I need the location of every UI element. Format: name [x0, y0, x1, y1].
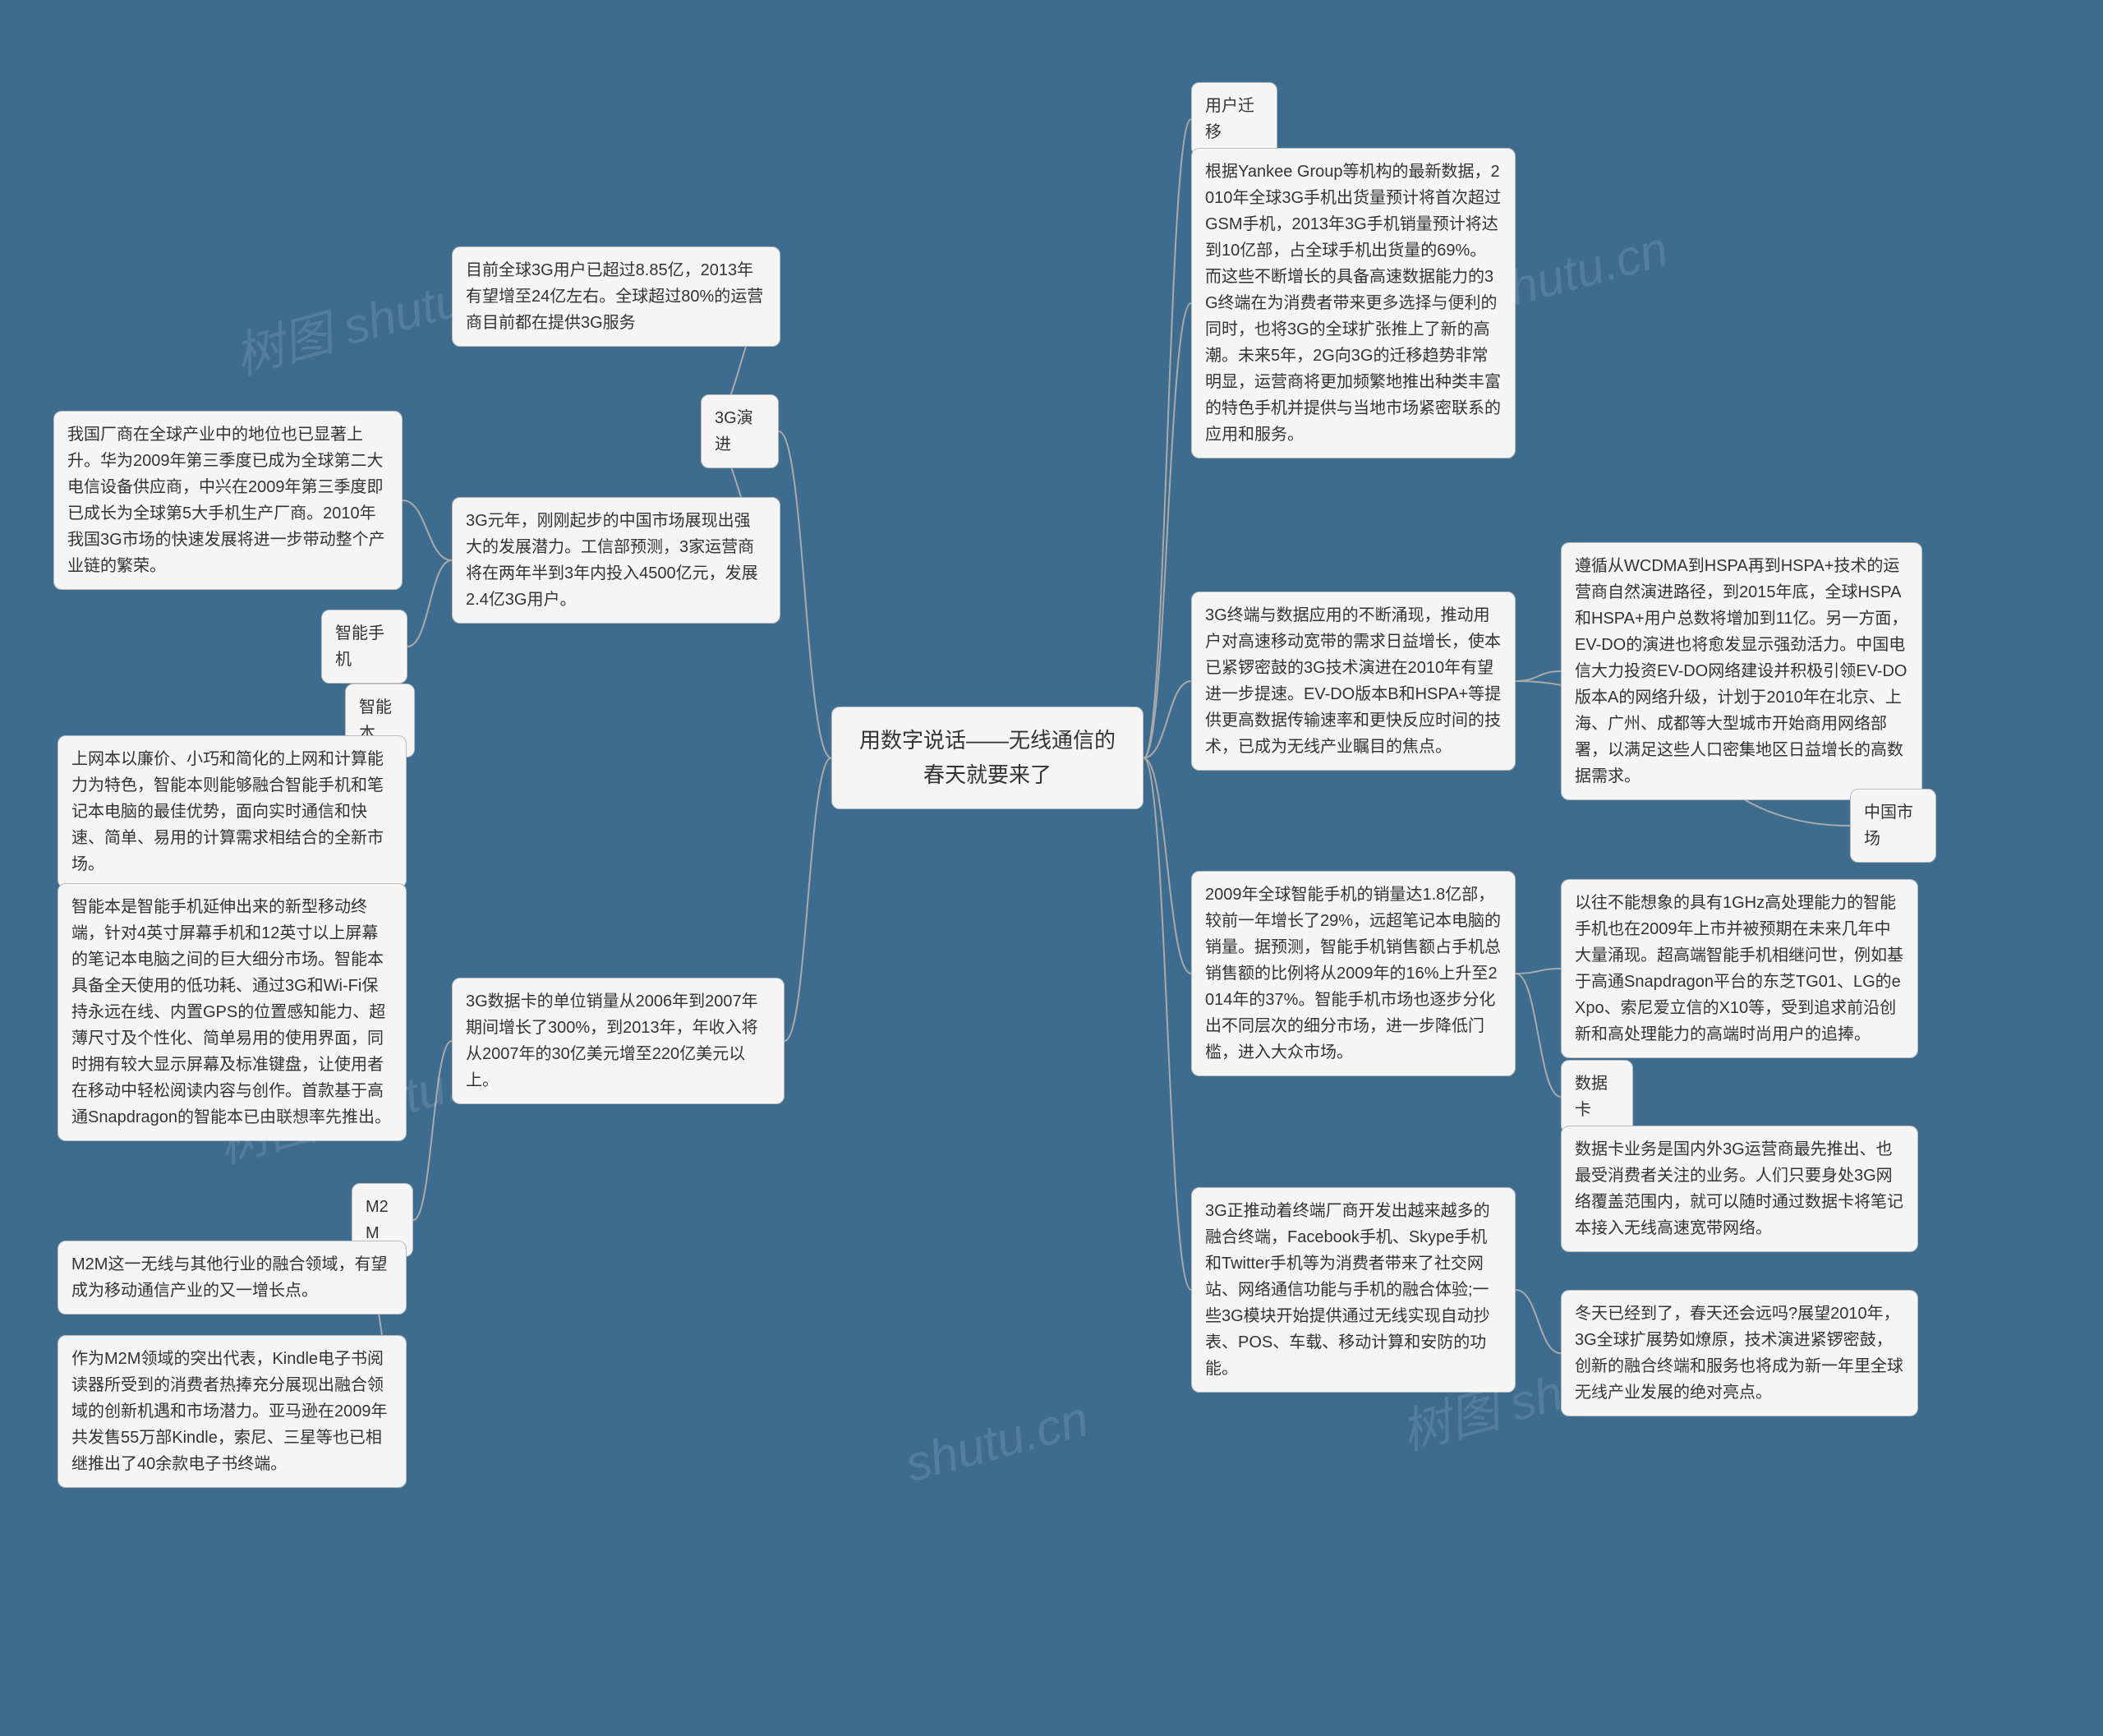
mindmap-node: 冬天已经到了，春天还会远吗?展望2010年，3G全球扩展势如燎原，技术演进紧锣密…: [1561, 1290, 1918, 1416]
edge: [1144, 758, 1191, 974]
edge: [1144, 119, 1191, 758]
edge: [1516, 974, 1561, 1097]
mindmap-node: 2009年全球智能手机的销量达1.8亿部，较前一年增长了29%，远超笔记本电脑的…: [1191, 871, 1516, 1076]
mindmap-node: 3G终端与数据应用的不断涌现，推动用户对高速移动宽带的需求日益增长，使本已紧锣密…: [1191, 592, 1516, 771]
mindmap-node: 用户迁移: [1191, 82, 1277, 156]
edge: [785, 758, 831, 1042]
edge: [413, 1041, 452, 1220]
mindmap-node: 遵循从WCDMA到HSPA再到HSPA+技术的运营商自然演进路径，到2015年底…: [1561, 542, 1922, 800]
edge: [407, 560, 452, 647]
edge: [1516, 969, 1561, 974]
edge: [1144, 303, 1191, 758]
mindmap-node: 根据Yankee Group等机构的最新数据，2010年全球3G手机出货量预计将…: [1191, 148, 1516, 458]
mindmap-node: 智能本是智能手机延伸出来的新型移动终端，针对4英寸屏幕手机和12英寸以上屏幕的笔…: [58, 883, 407, 1141]
edge: [403, 500, 452, 560]
watermark: shutu.cn: [900, 1390, 1094, 1493]
center-node: 用数字说话——无线通信的春天就要来了: [831, 707, 1144, 809]
mindmap-node: 以往不能想象的具有1GHz高处理能力的智能手机也在2009年上市并被预期在未来几…: [1561, 879, 1918, 1058]
mindmap-node: 上网本以廉价、小巧和简化的上网和计算能力为特色，智能本则能够融合智能手机和笔记本…: [58, 735, 407, 888]
edge: [779, 431, 831, 758]
mindmap-node: 目前全球3G用户已超过8.85亿，2013年有望增至24亿左右。全球超过80%的…: [452, 246, 780, 347]
edge: [1144, 758, 1191, 1291]
edge: [1516, 1290, 1561, 1353]
mindmap-node: 3G演进: [701, 394, 779, 468]
mindmap-node: 3G正推动着终端厂商开发出越来越多的融合终端，Facebook手机、Skype手…: [1191, 1187, 1516, 1393]
mindmap-node: M2M这一无线与其他行业的融合领域，有望成为移动通信产业的又一增长点。: [58, 1241, 407, 1315]
edge: [1516, 671, 1561, 681]
mindmap-node: 我国厂商在全球产业中的地位也已显著上升。华为2009年第三季度已成为全球第二大电…: [53, 411, 403, 590]
mindmap-node: 3G元年，刚刚起步的中国市场展现出强大的发展潜力。工信部预测，3家运营商将在两年…: [452, 497, 780, 624]
mindmap-node: 数据卡业务是国内外3G运营商最先推出、也最受消费者关注的业务。人们只要身处3G网…: [1561, 1126, 1918, 1252]
mindmap-node: 作为M2M领域的突出代表，Kindle电子书阅读器所受到的消费者热捧充分展现出融…: [58, 1335, 407, 1488]
mindmap-node: 数据卡: [1561, 1060, 1633, 1134]
mindmap-node: 智能手机: [321, 610, 407, 684]
mindmap-node: 3G数据卡的单位销量从2006年到2007年期间增长了300%，到2013年，年…: [452, 978, 785, 1104]
edge: [1144, 681, 1191, 758]
mindmap-node: 中国市场: [1850, 789, 1936, 863]
